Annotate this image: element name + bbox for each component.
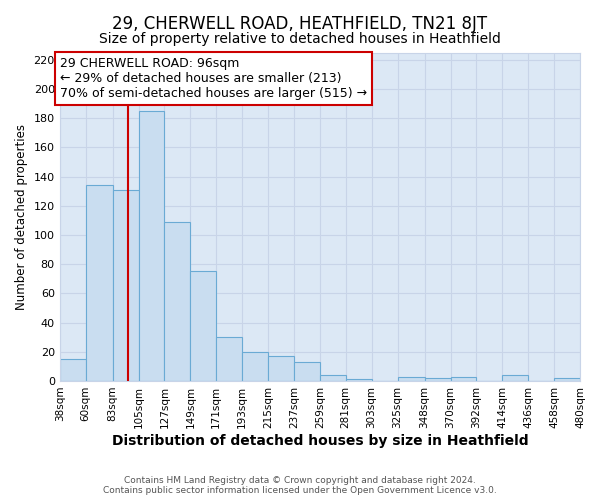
Bar <box>216 337 242 381</box>
Bar <box>190 272 216 381</box>
Bar <box>425 378 451 381</box>
Y-axis label: Number of detached properties: Number of detached properties <box>15 124 28 310</box>
Bar <box>59 359 86 381</box>
Text: 29, CHERWELL ROAD, HEATHFIELD, TN21 8JT: 29, CHERWELL ROAD, HEATHFIELD, TN21 8JT <box>112 15 488 33</box>
Text: 29 CHERWELL ROAD: 96sqm
← 29% of detached houses are smaller (213)
70% of semi-d: 29 CHERWELL ROAD: 96sqm ← 29% of detache… <box>59 57 367 100</box>
Bar <box>268 356 294 381</box>
Bar <box>139 111 164 381</box>
Bar <box>320 375 346 381</box>
Bar <box>451 376 476 381</box>
Bar <box>86 186 113 381</box>
Bar <box>502 375 528 381</box>
Bar <box>554 378 580 381</box>
Bar <box>113 190 139 381</box>
Bar <box>398 376 425 381</box>
Bar <box>242 352 268 381</box>
Text: Size of property relative to detached houses in Heathfield: Size of property relative to detached ho… <box>99 32 501 46</box>
X-axis label: Distribution of detached houses by size in Heathfield: Distribution of detached houses by size … <box>112 434 528 448</box>
Bar <box>164 222 190 381</box>
Bar <box>294 362 320 381</box>
Text: Contains HM Land Registry data © Crown copyright and database right 2024.
Contai: Contains HM Land Registry data © Crown c… <box>103 476 497 495</box>
Bar <box>346 380 371 381</box>
